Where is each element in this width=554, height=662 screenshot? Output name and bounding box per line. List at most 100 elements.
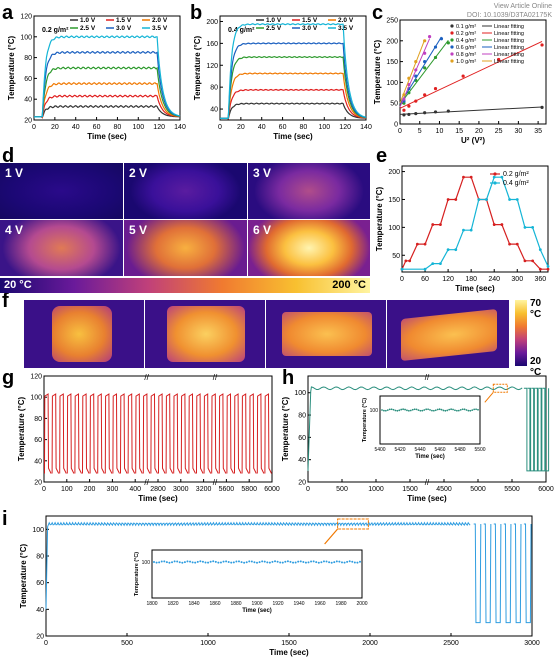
zoom-box [492,383,508,393]
inset-point [304,561,307,564]
x-tick-label: 120 [339,124,351,131]
view-article-link[interactable]: View Article Online [493,3,552,10]
data-point [431,262,435,266]
inset-point [425,408,428,411]
data-point [407,76,411,80]
x-tick-label: 40 [72,124,80,131]
x-tick-label: 100 [61,486,73,493]
inset-point [191,561,194,564]
series-line-10V [34,104,181,119]
data-point [454,248,458,252]
data-point [523,259,527,263]
zoom-box [337,518,369,530]
inset-point [271,560,274,563]
inset-x-tick: 5480 [454,447,465,453]
inset-point [312,560,315,563]
inset-point [279,561,282,564]
y-tick-label: 100 [32,527,44,534]
x-axis-label: Time (sec) [87,132,127,141]
thermal-f3 [266,300,386,368]
x-tick-label: 140 [360,124,372,131]
plot-frame [399,19,547,125]
x-tick-label: 60 [279,124,287,131]
inset-point [237,560,240,563]
thermal-f4 [387,300,509,368]
inset-point [359,560,361,563]
data-point [423,66,427,70]
series-line-25V [220,55,367,119]
data-point [407,91,411,95]
inset-point [209,560,212,563]
inset-point [325,560,328,563]
x-axis-label: Time (sec) [273,132,313,141]
inset-point [261,560,264,563]
data-point [531,225,535,229]
thermal-4v: 4 V [0,220,123,276]
thermal-label-4v: 4 V [5,223,24,237]
inset-point [409,409,412,412]
inset-y-label: Temperature (°C) [362,398,368,442]
inset-point [404,408,406,411]
y-axis-label: Temperature (°C) [7,35,16,100]
legend-label: 3.0 V [302,25,318,32]
data-point [402,113,406,117]
data-point [423,51,427,55]
inset-point [330,561,333,564]
x-tick-label: 40 [258,124,266,131]
inset-x-tick: 1980 [335,601,346,607]
y-tick-label: 100 [30,395,42,402]
data-point [414,112,418,116]
x-tick-label: 10 [436,128,444,135]
legend-label: 1.0 V [80,17,96,24]
x-tick-label: 20 [475,128,483,135]
inset-y-tick: 100 [370,408,379,414]
doi-text: DOI: 10.1039/D3TA02175K [466,12,552,19]
thermal-strip-f [24,300,509,368]
data-point [423,93,427,97]
chart-i: 0 500 1000 1500 2000 2500 3000 20 40 60 80 100 Time … [19,515,540,657]
x-tick-label: 3000 [524,640,540,647]
x-tick-label: 80 [114,124,122,131]
panel-label-d: d [2,145,15,167]
inset-point [214,560,217,563]
data-point [462,175,465,179]
data-point [531,259,535,263]
thermal-f2 [145,300,265,368]
inset-x-tick: 1880 [230,601,241,607]
y-tick-label: 200 [386,38,398,45]
x-tick-label: 0 [218,124,222,131]
inset-point [419,409,422,412]
inset-x-tick: 1820 [167,601,178,607]
panel-label-h: h [282,367,295,389]
data-point [423,60,427,64]
axis-break-top: // [425,373,430,382]
y-tick-label: 80 [34,416,42,423]
inset-point [440,408,443,411]
colorbar-min-f: 20 °C [530,356,542,378]
x-tick-label: 200 [84,486,96,493]
inset-point [160,560,163,563]
inset-point [196,560,199,563]
inset-x-tick: 5460 [434,447,445,453]
inset-point [168,561,171,564]
x-tick-label: 3200 [196,486,212,493]
inset-frame [151,549,363,599]
inset-point [284,560,287,563]
x-tick-label: 2500 [443,640,459,647]
inset-point [212,560,215,563]
inset-point [452,408,454,411]
series-line-35V [220,23,367,119]
data-point [439,223,442,226]
inset-point [434,409,437,412]
x-tick-label: 2800 [150,486,166,493]
data-point [414,68,418,72]
inset-point [450,408,453,411]
article-header: View Article Online DOI: 10.1039/D3TA021… [467,2,552,20]
inset-point [153,561,155,563]
data-point [540,105,544,109]
inset-point [186,560,189,563]
inset-x-tick: 5500 [474,447,485,453]
x-tick-label: 500 [336,486,348,493]
x-axis-label: Time (sec) [455,284,495,293]
